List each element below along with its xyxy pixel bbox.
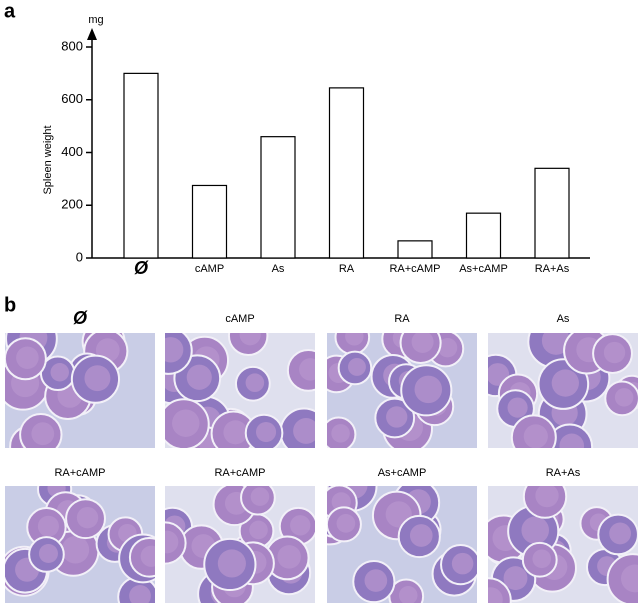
micrograph (327, 486, 477, 603)
micrograph (165, 486, 315, 603)
nucleus (411, 333, 434, 353)
nucleus (331, 424, 350, 443)
micrograph-label: RA (394, 313, 410, 325)
nucleus (250, 487, 270, 506)
nucleus (37, 515, 59, 537)
nucleus (290, 515, 311, 536)
nucleus (50, 363, 69, 382)
nucleus (551, 369, 579, 397)
micrograph-label: RA+As (546, 467, 581, 479)
nucleus (217, 549, 246, 578)
nucleus (521, 516, 550, 544)
micrograph (165, 333, 315, 448)
nucleus (398, 586, 418, 603)
nucleus (165, 530, 179, 554)
micrograph-label: Ø (73, 308, 88, 328)
x-tick-label: RA+cAMP (389, 263, 440, 275)
micrograph (327, 333, 477, 448)
nucleus (603, 341, 626, 364)
nucleus (386, 406, 408, 428)
cells (165, 333, 315, 448)
panel-label: b (4, 294, 16, 316)
micrograph (5, 333, 155, 448)
nucleus (451, 552, 474, 575)
cells (327, 333, 465, 448)
y-tick-label: 200 (61, 197, 83, 212)
x-tick-label: As+cAMP (459, 263, 508, 275)
bar (191, 184, 228, 259)
nucleus (76, 506, 99, 529)
nucleus (347, 358, 366, 376)
cells (488, 333, 638, 448)
nucleus (140, 545, 155, 567)
cells (5, 486, 155, 603)
cells (5, 333, 129, 448)
cells (165, 486, 315, 603)
nucleus (437, 338, 458, 358)
x-tick-label: RA+As (535, 263, 570, 275)
nucleus (345, 333, 364, 346)
bar (328, 87, 365, 259)
axis-arrow (87, 28, 97, 40)
nucleus (16, 346, 39, 370)
nucleus (620, 564, 638, 593)
nucleus (186, 364, 212, 390)
nucleus (245, 373, 265, 393)
nucleus (532, 549, 552, 569)
nucleus (223, 420, 248, 445)
nucleus (84, 365, 111, 392)
nucleus (172, 409, 200, 437)
y-tick-label: 0 (76, 249, 83, 264)
bar (397, 240, 433, 259)
bar (260, 136, 296, 259)
x-tick-label: Ø (134, 258, 149, 278)
nucleus (614, 388, 634, 407)
y-axis-label: Spleen weight (42, 125, 54, 194)
x-tick-label: cAMP (195, 263, 224, 275)
y-tick-label: 400 (61, 144, 83, 159)
nucleus (293, 418, 315, 444)
nucleus (414, 375, 443, 404)
nucleus (299, 358, 315, 381)
micrograph-label: As+cAMP (378, 467, 427, 479)
x-tick-label: RA (339, 263, 355, 275)
panel-label: a (4, 0, 16, 22)
nucleus (255, 421, 277, 443)
micrograph (5, 486, 155, 603)
bar (123, 72, 159, 259)
cells (327, 486, 477, 603)
y-tick-label: 800 (61, 38, 83, 53)
x-tick-label: As (272, 263, 285, 275)
nucleus (559, 433, 585, 448)
micrograph-label: As (557, 313, 570, 325)
nucleus (239, 333, 261, 346)
nucleus (488, 587, 503, 603)
nucleus (249, 520, 268, 540)
nucleus (129, 585, 151, 603)
bar (534, 167, 570, 259)
nucleus (523, 424, 548, 448)
bar (465, 212, 502, 259)
y-unit: mg (88, 14, 103, 26)
y-tick-label: 600 (61, 91, 83, 106)
nucleus (61, 535, 90, 564)
micrograph-label: RA+cAMP (54, 467, 105, 479)
nucleus (535, 486, 559, 508)
nucleus (38, 543, 58, 564)
nucleus (336, 514, 356, 533)
micrograph (488, 333, 638, 448)
micrograph (488, 486, 638, 603)
micrograph-label: RA+cAMP (214, 467, 265, 479)
nucleus (364, 569, 388, 592)
nucleus (409, 524, 433, 547)
nucleus (503, 566, 528, 591)
nucleus (165, 337, 184, 363)
nucleus (31, 422, 55, 446)
nucleus (507, 397, 528, 418)
cells (488, 486, 638, 603)
nucleus (277, 545, 301, 569)
nucleus (609, 522, 632, 545)
micrograph-label: cAMP (225, 313, 254, 325)
